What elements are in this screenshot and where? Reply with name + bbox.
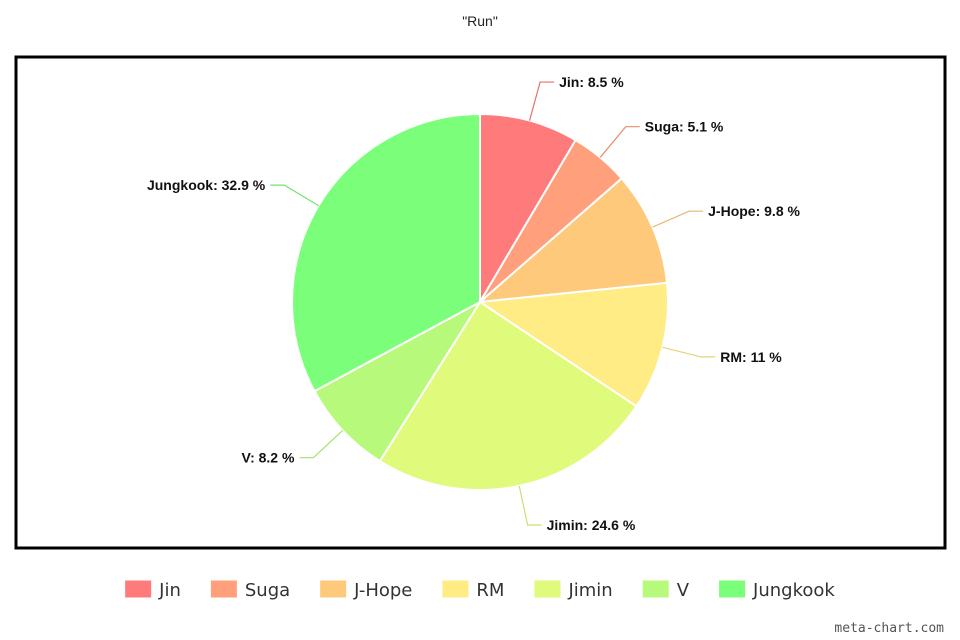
slice-labels: Jin: 8.5 % Suga: 5.1 % J-Hope: 9.8 % RM: 11… <box>147 74 801 533</box>
legend-label-jimin: Jimin <box>567 580 612 601</box>
leader-line-suga <box>599 126 640 158</box>
slice-label-jin: Jin: 8.5 % <box>559 74 624 90</box>
legend-swatch-rm <box>442 580 469 598</box>
legend-label-j-hope: J-Hope <box>353 580 412 601</box>
chart-title: "Run" <box>462 13 498 29</box>
legend-label-jungkook: Jungkook <box>752 580 835 601</box>
slice-label-jungkook: Jungkook: 32.9 % <box>147 177 266 193</box>
legend-swatch-jin <box>125 580 152 598</box>
pie-slice-j-hope <box>476 177 669 304</box>
slice-label-suga: Suga: 5.1 % <box>645 119 724 135</box>
leader-line-j-hope <box>652 210 704 228</box>
leader-line-jimin <box>518 485 542 526</box>
legend: Jin Suga J-Hope RM Jimin V Jungkook <box>125 580 835 601</box>
pie-slice-jungkook <box>291 112 481 393</box>
watermark: meta-chart.com <box>834 621 944 636</box>
legend-swatch-suga <box>210 580 237 598</box>
slice-label-v: V: 8.2 % <box>242 450 295 466</box>
leader-line-v <box>299 429 344 459</box>
leader-line-jungkook <box>270 184 319 207</box>
leader-lines <box>270 81 716 526</box>
pie-slices <box>291 112 669 491</box>
legend-swatch-v <box>642 580 669 598</box>
legend-label-v: V <box>677 580 690 601</box>
leader-line-jin <box>528 81 555 121</box>
legend-label-suga: Suga <box>245 580 290 601</box>
slice-label-rm: RM: 11 % <box>720 349 782 365</box>
pie-slice-v <box>313 299 483 463</box>
leader-line-rm <box>662 346 716 358</box>
legend-swatch-j-hope <box>320 580 347 598</box>
legend-label-jin: Jin <box>158 580 181 601</box>
legend-label-rm: RM <box>476 580 504 601</box>
legend-swatch-jimin <box>534 580 561 598</box>
slice-label-jimin: Jimin: 24.6 % <box>547 517 636 533</box>
slice-label-j-hope: J-Hope: 9.8 % <box>708 203 800 219</box>
legend-swatch-jungkook <box>719 580 746 598</box>
pie-slice-jin <box>479 112 577 306</box>
